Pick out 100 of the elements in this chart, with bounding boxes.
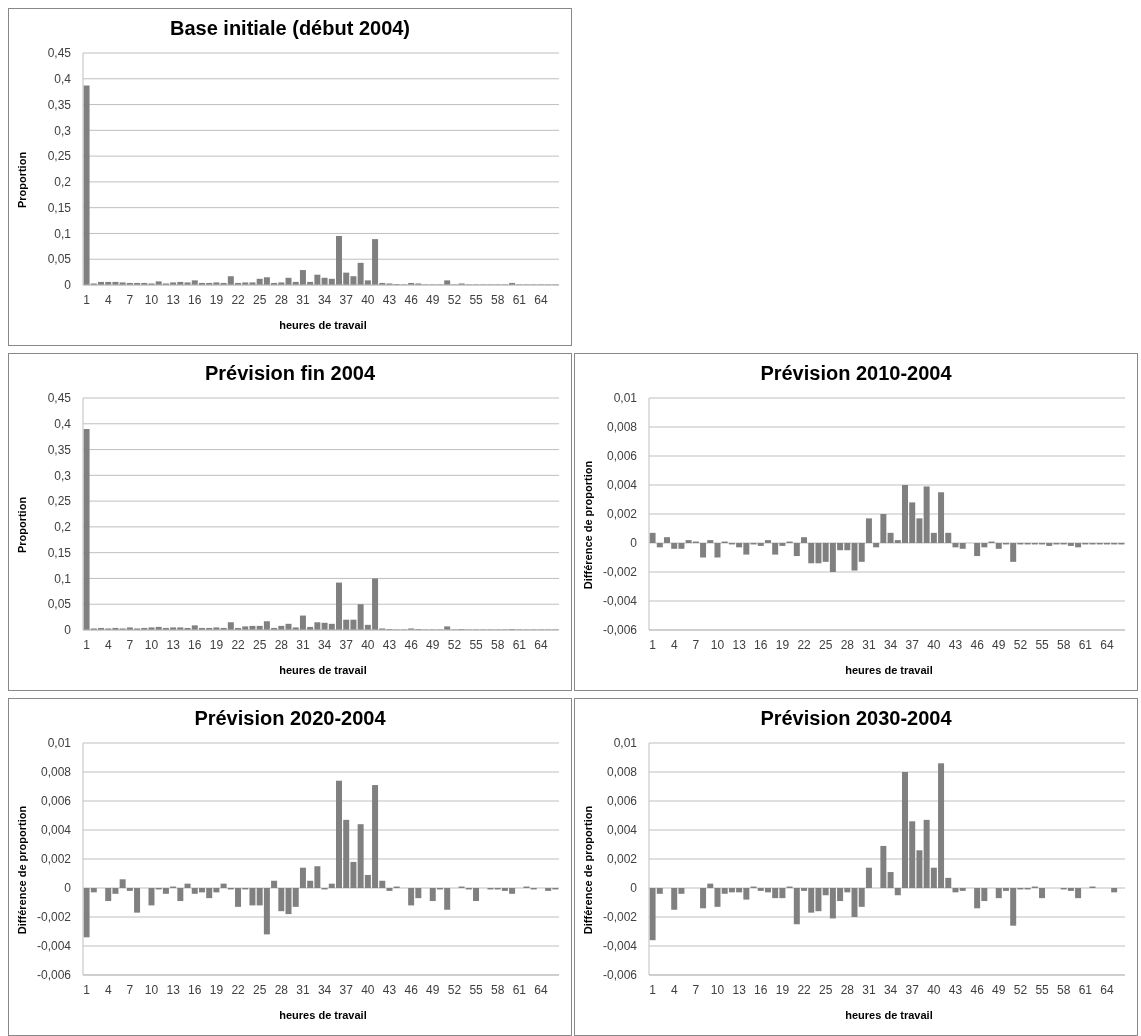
y-tick-label: -0,004 — [602, 939, 638, 954]
x-tick-label: 4 — [104, 292, 112, 307]
x-tick-label: 22 — [797, 982, 812, 997]
x-tick-label: 13 — [166, 637, 181, 652]
y-tick-label: 0,006 — [606, 794, 638, 809]
x-tick-label: 10 — [144, 292, 159, 307]
y-tick-label: 0,1 — [54, 226, 72, 241]
y-tick-label: 0,002 — [606, 507, 638, 522]
y-tick-label: 0 — [630, 881, 638, 896]
x-tick-label: 28 — [274, 292, 289, 307]
y-tick-label: 0,4 — [54, 71, 72, 86]
x-tick-label: 49 — [426, 982, 440, 997]
y-tick-label: 0,45 — [47, 391, 72, 406]
chart-title: Prévision 2030-2004 — [759, 707, 953, 731]
x-tick-label: 64 — [1100, 982, 1114, 997]
x-tick-label: 1 — [83, 637, 91, 652]
x-axis-title: heures de travail — [844, 1009, 934, 1021]
x-tick-label: 43 — [948, 982, 963, 997]
y-tick-label: 0,25 — [47, 494, 72, 509]
x-tick-label: 55 — [469, 637, 484, 652]
x-tick-label: 52 — [447, 637, 462, 652]
y-tick-label: 0,002 — [606, 852, 638, 867]
x-tick-label: 55 — [469, 292, 484, 307]
x-tick-label: 34 — [317, 982, 332, 997]
y-tick-label: 0,002 — [40, 852, 72, 867]
chart-title: Prévision 2020-2004 — [193, 707, 387, 731]
y-axis-title: Proportion — [16, 151, 28, 209]
x-tick-label: 7 — [126, 982, 134, 997]
y-tick-label: -0,002 — [36, 910, 72, 925]
y-tick-label: 0,45 — [47, 46, 72, 61]
x-tick-label: 52 — [1013, 637, 1028, 652]
x-tick-label: 19 — [209, 292, 224, 307]
x-tick-label: 13 — [732, 982, 747, 997]
y-axis-title: Différence de proportion — [582, 460, 594, 590]
x-tick-label: 13 — [166, 292, 181, 307]
x-tick-label: 1 — [649, 982, 657, 997]
x-tick-label: 31 — [296, 982, 310, 997]
chart-title: Prévision fin 2004 — [203, 362, 377, 386]
x-tick-label: 7 — [126, 292, 134, 307]
y-tick-label: -0,006 — [602, 968, 638, 983]
y-tick-label: -0,004 — [602, 594, 638, 609]
x-axis-title: heures de travail — [278, 1009, 368, 1021]
x-axis-title: heures de travail — [844, 664, 934, 676]
y-axis-title: Différence de proportion — [582, 805, 594, 935]
x-tick-label: 10 — [710, 982, 725, 997]
x-tick-label: 4 — [104, 982, 112, 997]
y-tick-label: 0,25 — [47, 149, 72, 164]
x-tick-label: 34 — [883, 982, 898, 997]
x-tick-label: 28 — [840, 982, 855, 997]
y-tick-label: 0,05 — [47, 597, 72, 612]
x-tick-label: 43 — [382, 982, 397, 997]
x-tick-label: 19 — [209, 982, 224, 997]
x-tick-label: 61 — [512, 982, 527, 997]
y-tick-label: 0,35 — [47, 97, 72, 112]
x-tick-label: 34 — [317, 637, 332, 652]
x-tick-label: 13 — [732, 637, 747, 652]
x-tick-label: 22 — [231, 637, 246, 652]
x-tick-label: 31 — [296, 637, 310, 652]
x-tick-label: 1 — [83, 982, 91, 997]
x-tick-label: 25 — [253, 982, 267, 997]
x-tick-label: 61 — [1078, 637, 1093, 652]
x-tick-label: 34 — [883, 637, 898, 652]
x-tick-label: 49 — [992, 637, 1006, 652]
y-tick-label: 0,4 — [54, 416, 72, 431]
x-tick-label: 34 — [317, 292, 332, 307]
y-tick-label: 0,008 — [606, 420, 638, 435]
y-tick-label: 0,01 — [613, 391, 638, 406]
chart-title: Prévision 2010-2004 — [759, 362, 953, 386]
x-tick-label: 16 — [188, 637, 202, 652]
chart-title: Base initiale (début 2004) — [168, 17, 412, 41]
x-tick-label: 37 — [905, 637, 920, 652]
y-tick-label: -0,004 — [36, 939, 72, 954]
x-tick-label: 16 — [188, 292, 202, 307]
y-tick-label: 0,01 — [613, 736, 638, 751]
x-tick-label: 31 — [296, 292, 310, 307]
x-tick-label: 43 — [382, 637, 397, 652]
x-tick-label: 40 — [927, 982, 941, 997]
x-tick-label: 22 — [797, 637, 812, 652]
x-tick-label: 49 — [426, 292, 440, 307]
x-tick-label: 64 — [534, 292, 548, 307]
x-tick-label: 52 — [1013, 982, 1028, 997]
y-tick-label: 0,004 — [40, 823, 72, 838]
x-tick-label: 4 — [670, 982, 678, 997]
y-tick-label: 0,008 — [606, 765, 638, 780]
x-tick-label: 40 — [361, 637, 375, 652]
x-tick-label: 22 — [231, 292, 246, 307]
x-tick-label: 43 — [948, 637, 963, 652]
x-tick-label: 46 — [970, 637, 985, 652]
x-tick-label: 64 — [534, 982, 548, 997]
x-tick-label: 16 — [188, 982, 202, 997]
y-tick-label: -0,002 — [602, 565, 638, 580]
x-tick-label: 64 — [534, 637, 548, 652]
x-tick-label: 55 — [1035, 982, 1050, 997]
y-tick-label: 0,3 — [54, 468, 72, 483]
x-tick-label: 19 — [775, 982, 790, 997]
x-tick-label: 46 — [404, 292, 419, 307]
x-tick-label: 49 — [426, 637, 440, 652]
x-tick-label: 10 — [710, 637, 725, 652]
x-tick-label: 25 — [253, 637, 267, 652]
x-tick-label: 31 — [862, 982, 876, 997]
